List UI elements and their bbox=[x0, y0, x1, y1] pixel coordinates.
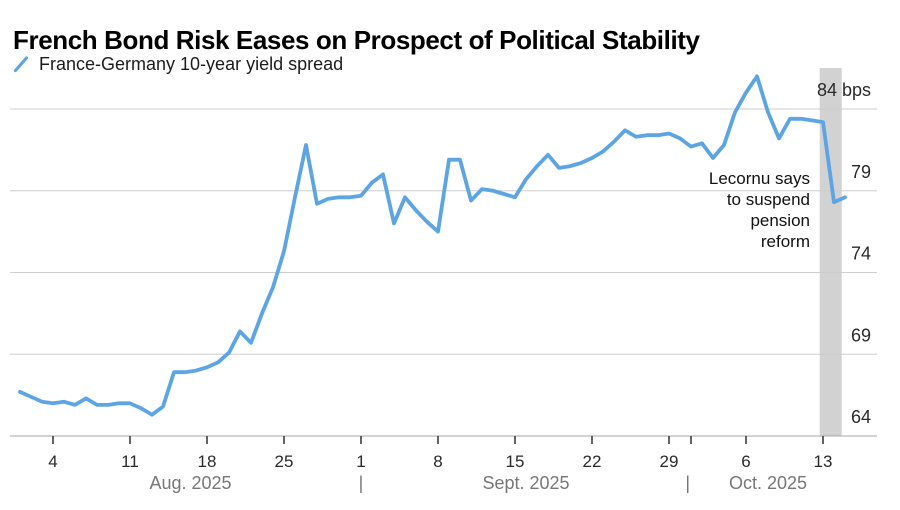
x-tick-label: 29 bbox=[660, 452, 679, 471]
month-label: Oct. 2025 bbox=[729, 473, 807, 493]
month-label: Sept. 2025 bbox=[482, 473, 569, 493]
y-axis-label: 79 bbox=[851, 162, 871, 182]
spread-line bbox=[18, 74, 847, 417]
x-tick-label: 22 bbox=[583, 452, 602, 471]
legend-label: France-Germany 10-year yield spread bbox=[39, 54, 344, 74]
page-title: French Bond Risk Eases on Prospect of Po… bbox=[13, 25, 700, 56]
legend: France-Germany 10-year yield spread bbox=[13, 54, 343, 75]
legend-line-icon bbox=[13, 56, 29, 73]
annotation-line: Lecornu says bbox=[708, 169, 810, 188]
month-separator: | bbox=[359, 473, 364, 493]
highlight-band bbox=[819, 68, 842, 436]
x-tick-label: 1 bbox=[356, 452, 365, 471]
month-label: Aug. 2025 bbox=[149, 473, 231, 493]
y-axis-label: 84 bps bbox=[817, 80, 871, 100]
month-separator: | bbox=[685, 473, 690, 493]
y-axis-label: 69 bbox=[851, 325, 871, 345]
x-tick-label: 18 bbox=[198, 452, 217, 471]
x-tick-label: 8 bbox=[433, 452, 442, 471]
annotation-line: pension bbox=[750, 211, 810, 230]
annotation-lecornu: Lecornu says to suspend pension reform bbox=[709, 168, 810, 252]
x-tick-label: 6 bbox=[741, 452, 750, 471]
annotation-line: reform bbox=[760, 232, 810, 251]
x-tick-label: 4 bbox=[48, 452, 57, 471]
y-axis-label: 74 bbox=[851, 244, 871, 264]
x-tick-label: 13 bbox=[814, 452, 833, 471]
x-tick-label: 15 bbox=[506, 452, 525, 471]
annotation-line: to suspend bbox=[726, 190, 810, 209]
x-tick-label: 11 bbox=[121, 452, 139, 471]
x-tick-label: 25 bbox=[275, 452, 294, 471]
y-axis-label: 64 bbox=[851, 407, 871, 427]
